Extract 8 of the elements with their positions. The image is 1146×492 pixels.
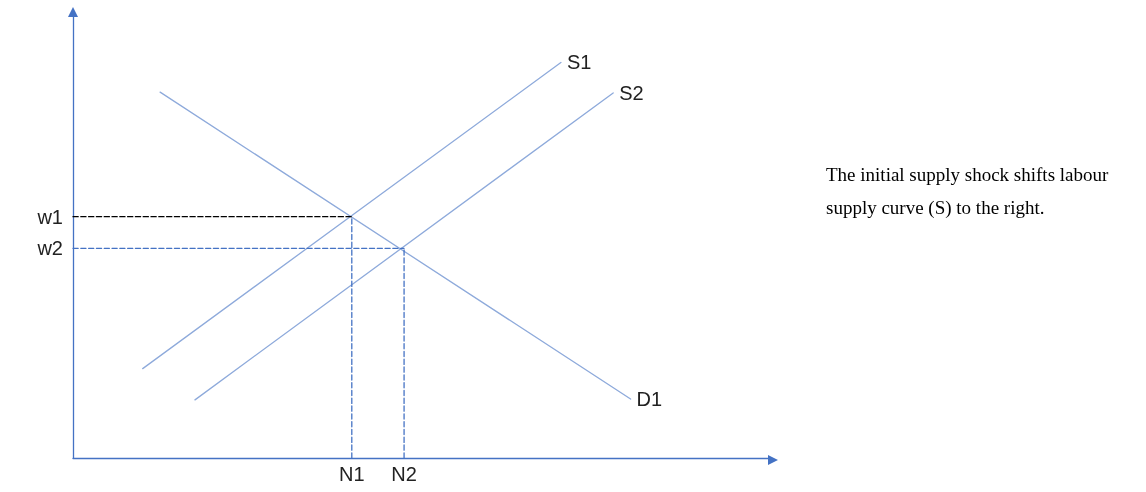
series-label: S1 [566,51,592,74]
x-tick-label: N1 [339,463,365,485]
x-tick-label: N2 [391,463,417,485]
text: The initial supply shock shifts labour supply curve (S) to the right. [826,164,1114,219]
series-label: S2 [619,81,644,104]
series-label: w1 [36,205,63,228]
series-label: w2 [36,237,63,260]
series-label: D1 [636,388,663,411]
